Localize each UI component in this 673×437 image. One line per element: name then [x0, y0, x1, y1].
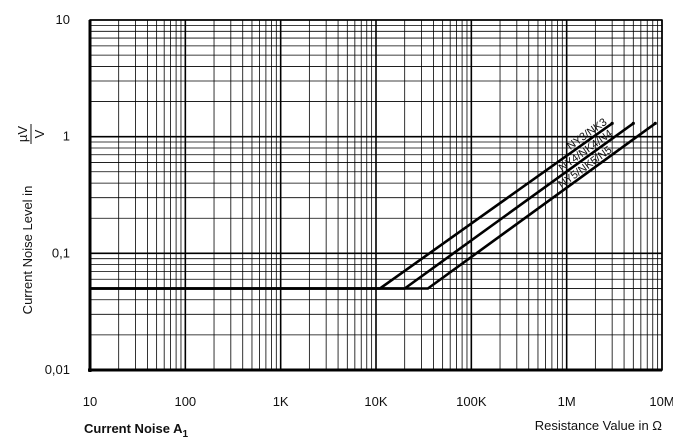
- x-tick-label: 1K: [273, 394, 289, 409]
- series-line: [90, 122, 657, 290]
- chart-title: Current Noise A1: [84, 421, 188, 437]
- x-tick-label: 100: [174, 394, 196, 409]
- x-axis-label: Resistance Value in Ω: [535, 418, 663, 433]
- y-axis-unit-numerator: µV: [15, 126, 30, 142]
- series-end-marker: [610, 121, 614, 125]
- chart-title-text: Current Noise A: [84, 421, 183, 436]
- y-tick-label: 1: [63, 129, 70, 144]
- x-tick-label: 10K: [364, 394, 387, 409]
- x-tick-label: 1M: [558, 394, 576, 409]
- x-tick-label: 10: [83, 394, 97, 409]
- x-tick-label: 100K: [456, 394, 487, 409]
- y-tick-label: 10: [56, 12, 70, 27]
- y-axis-label-prefix: Current Noise Level in: [20, 186, 35, 315]
- y-axis-unit-denominator: V: [32, 129, 47, 138]
- series-end-marker: [631, 121, 635, 125]
- x-tick-labels: 10 100 1K 10K 100K 1M 10M: [83, 394, 673, 409]
- x-tick-label: 10M: [649, 394, 673, 409]
- series-lines: [90, 121, 657, 290]
- y-tick-label: 0,01: [45, 362, 70, 377]
- y-axis-label: Current Noise Level in µV V: [15, 124, 47, 314]
- series-end-marker: [653, 121, 657, 125]
- y-tick-label: 0,1: [52, 245, 70, 260]
- chart-title-subscript: 1: [182, 429, 188, 437]
- y-tick-labels: 0,01 0,1 1 10: [45, 12, 70, 377]
